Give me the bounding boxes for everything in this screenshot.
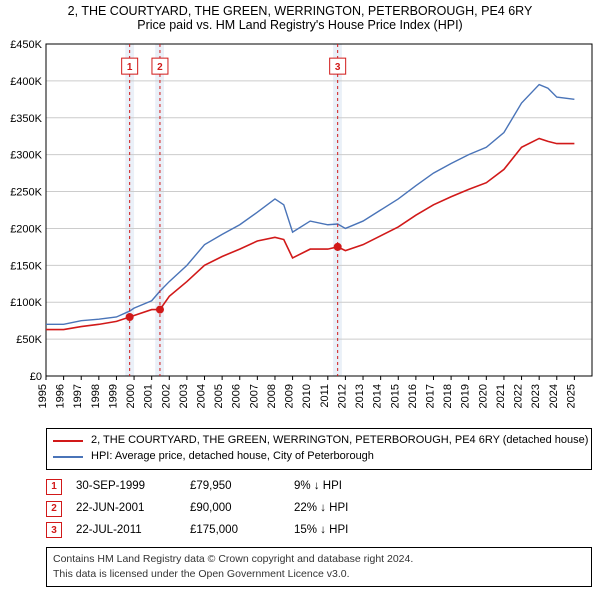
svg-text:£150K: £150K (10, 260, 42, 272)
event-row-2: 2 22-JUN-2001 £90,000 22% ↓ HPI (46, 498, 592, 520)
svg-text:£300K: £300K (10, 150, 42, 162)
svg-text:2004: 2004 (196, 384, 208, 408)
legend-swatch-hpi (53, 456, 83, 458)
attribution-line1: Contains HM Land Registry data © Crown c… (53, 552, 585, 567)
svg-text:2013: 2013 (354, 384, 366, 408)
svg-text:2007: 2007 (248, 384, 260, 408)
svg-text:2020: 2020 (477, 384, 489, 408)
legend-item-hpi: HPI: Average price, detached house, City… (53, 449, 585, 465)
event-date-2: 22-JUN-2001 (76, 498, 176, 520)
svg-text:£50K: £50K (16, 334, 42, 346)
chart-title-block: 2, THE COURTYARD, THE GREEN, WERRINGTON,… (0, 0, 600, 34)
event-diff-2: 22% ↓ HPI (294, 498, 592, 520)
svg-text:1996: 1996 (55, 384, 67, 408)
event-price-2: £90,000 (190, 498, 280, 520)
attribution-line2: This data is licensed under the Open Gov… (53, 567, 585, 582)
event-row-3: 3 22-JUL-2011 £175,000 15% ↓ HPI (46, 520, 592, 542)
svg-text:2016: 2016 (407, 384, 419, 408)
svg-text:2018: 2018 (442, 384, 454, 408)
svg-text:£200K: £200K (10, 223, 42, 235)
svg-text:2022: 2022 (513, 384, 525, 408)
chart-area: £0 £50K £100K £150K £200K £250K £300K £350K £400… (0, 34, 600, 424)
svg-text:2: 2 (157, 62, 163, 73)
event-marker-3: 3 (46, 522, 62, 538)
svg-text:£350K: £350K (10, 113, 42, 125)
svg-text:2012: 2012 (336, 384, 348, 408)
event-marker-2: 2 (46, 501, 62, 517)
event-diff-3: 15% ↓ HPI (294, 520, 592, 542)
svg-text:2001: 2001 (143, 384, 155, 408)
event-marker-1: 1 (46, 479, 62, 495)
svg-text:2005: 2005 (213, 384, 225, 408)
svg-text:£100K: £100K (10, 297, 42, 309)
svg-text:2009: 2009 (284, 384, 296, 408)
chart-title-subtitle: Price paid vs. HM Land Registry's House … (0, 18, 600, 32)
page-container: 2, THE COURTYARD, THE GREEN, WERRINGTON,… (0, 0, 600, 590)
svg-text:2015: 2015 (389, 384, 401, 408)
legend-label-property: 2, THE COURTYARD, THE GREEN, WERRINGTON,… (91, 433, 588, 449)
event-diff-1: 9% ↓ HPI (294, 476, 592, 498)
chart-title-address: 2, THE COURTYARD, THE GREEN, WERRINGTON,… (0, 4, 600, 18)
event-row-1: 1 30-SEP-1999 £79,950 9% ↓ HPI (46, 476, 592, 498)
svg-text:2024: 2024 (548, 384, 560, 408)
svg-text:2000: 2000 (125, 384, 137, 408)
svg-text:1997: 1997 (72, 384, 84, 408)
svg-text:2010: 2010 (301, 384, 313, 408)
svg-text:1999: 1999 (107, 384, 119, 408)
svg-text:2008: 2008 (266, 384, 278, 408)
svg-text:£400K: £400K (10, 76, 42, 88)
event-price-1: £79,950 (190, 476, 280, 498)
legend-label-hpi: HPI: Average price, detached house, City… (91, 449, 374, 465)
svg-text:1998: 1998 (90, 384, 102, 408)
svg-text:2002: 2002 (160, 384, 172, 408)
svg-text:2011: 2011 (319, 384, 331, 408)
svg-text:£0: £0 (30, 371, 42, 383)
svg-text:1: 1 (127, 62, 133, 73)
legend-box: 2, THE COURTYARD, THE GREEN, WERRINGTON,… (46, 428, 592, 470)
legend-swatch-property (53, 440, 83, 442)
event-price-3: £175,000 (190, 520, 280, 542)
legend-item-property: 2, THE COURTYARD, THE GREEN, WERRINGTON,… (53, 433, 585, 449)
svg-text:2019: 2019 (460, 384, 472, 408)
attribution-box: Contains HM Land Registry data © Crown c… (46, 547, 592, 586)
svg-text:2023: 2023 (530, 384, 542, 408)
svg-text:£450K: £450K (10, 39, 42, 51)
event-date-1: 30-SEP-1999 (76, 476, 176, 498)
svg-text:2025: 2025 (565, 384, 577, 408)
event-date-3: 22-JUL-2011 (76, 520, 176, 542)
svg-text:2006: 2006 (231, 384, 243, 408)
svg-text:2014: 2014 (372, 384, 384, 408)
svg-text:1995: 1995 (37, 384, 49, 408)
line-chart: £0 £50K £100K £150K £200K £250K £300K £350K £400… (0, 34, 600, 424)
svg-text:3: 3 (335, 62, 341, 73)
events-table: 1 30-SEP-1999 £79,950 9% ↓ HPI 2 22-JUN-… (46, 476, 592, 542)
svg-text:2021: 2021 (495, 384, 507, 408)
svg-text:£250K: £250K (10, 187, 42, 199)
svg-text:2003: 2003 (178, 384, 190, 408)
svg-text:2017: 2017 (424, 384, 436, 408)
